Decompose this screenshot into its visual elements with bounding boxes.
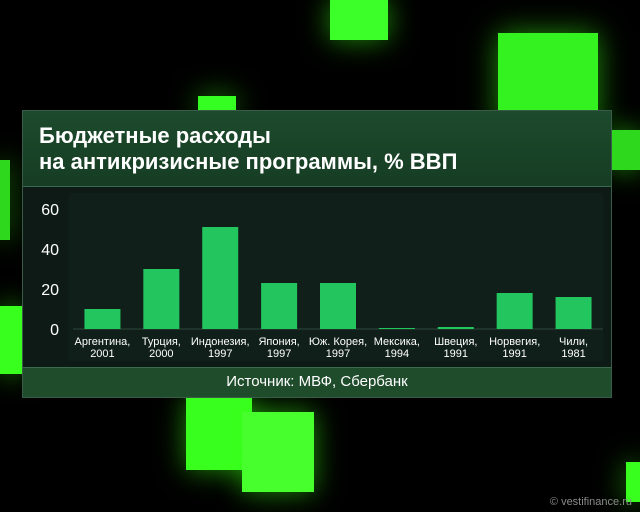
x-tick-label: 1997 [267, 348, 291, 360]
x-tick-label: 2001 [90, 348, 114, 360]
bg-cube [198, 96, 236, 112]
x-tick-label: Япония, [258, 336, 299, 348]
watermark: © vestifinance.ru [549, 496, 632, 508]
source-caption: Источник: МВФ, Сбербанк [23, 367, 611, 397]
chart-panel: Бюджетные расходы на антикризисные прогр… [22, 110, 612, 398]
x-tick-label: 1994 [385, 348, 409, 360]
x-tick-label: 2000 [149, 348, 173, 360]
x-tick-label: Индонезия, [191, 336, 250, 348]
y-tick-label: 0 [50, 322, 59, 339]
x-tick-label: Аргентина, [75, 336, 131, 348]
bg-cube [242, 412, 314, 492]
x-tick-label: Мексика, [374, 336, 420, 348]
x-tick-label: Чили, [559, 336, 588, 348]
bg-cube [610, 130, 640, 170]
x-tick-label: 1991 [444, 348, 468, 360]
x-tick-label: 1997 [326, 348, 350, 360]
title-bar: Бюджетные расходы на антикризисные прогр… [23, 111, 611, 187]
bar [143, 269, 180, 329]
y-tick-label: 20 [41, 282, 59, 299]
bg-cube [186, 398, 252, 470]
chart-title-line-1: Бюджетные расходы [39, 123, 271, 148]
bar [378, 328, 415, 329]
bg-cube [0, 160, 10, 240]
x-tick-label: Швеция, [434, 336, 477, 348]
x-tick-label: Турция, [142, 336, 181, 348]
bar-chart: 0 20 40 60 Аргентина,2001 Турция,2000 Индонези… [41, 193, 603, 361]
y-tick-label: 40 [41, 242, 59, 259]
bar [320, 283, 356, 329]
bg-cube [626, 462, 640, 502]
bar [84, 309, 121, 329]
bar [555, 297, 592, 329]
bar [437, 327, 474, 329]
x-tick-label: Юж. Корея, [309, 336, 367, 348]
x-tick-label: Норвегия, [489, 336, 540, 348]
x-tick-label: 1991 [502, 348, 526, 360]
bar [202, 227, 239, 329]
bg-cube [0, 306, 22, 374]
bg-cube [330, 0, 388, 40]
x-tick-label: 1981 [561, 348, 585, 360]
chart-title-line-2: на антикризисные программы, % ВВП [39, 149, 458, 174]
y-tick-label: 60 [41, 202, 59, 219]
bar [496, 293, 533, 329]
bar [261, 283, 298, 329]
x-tick-label: 1997 [208, 348, 232, 360]
